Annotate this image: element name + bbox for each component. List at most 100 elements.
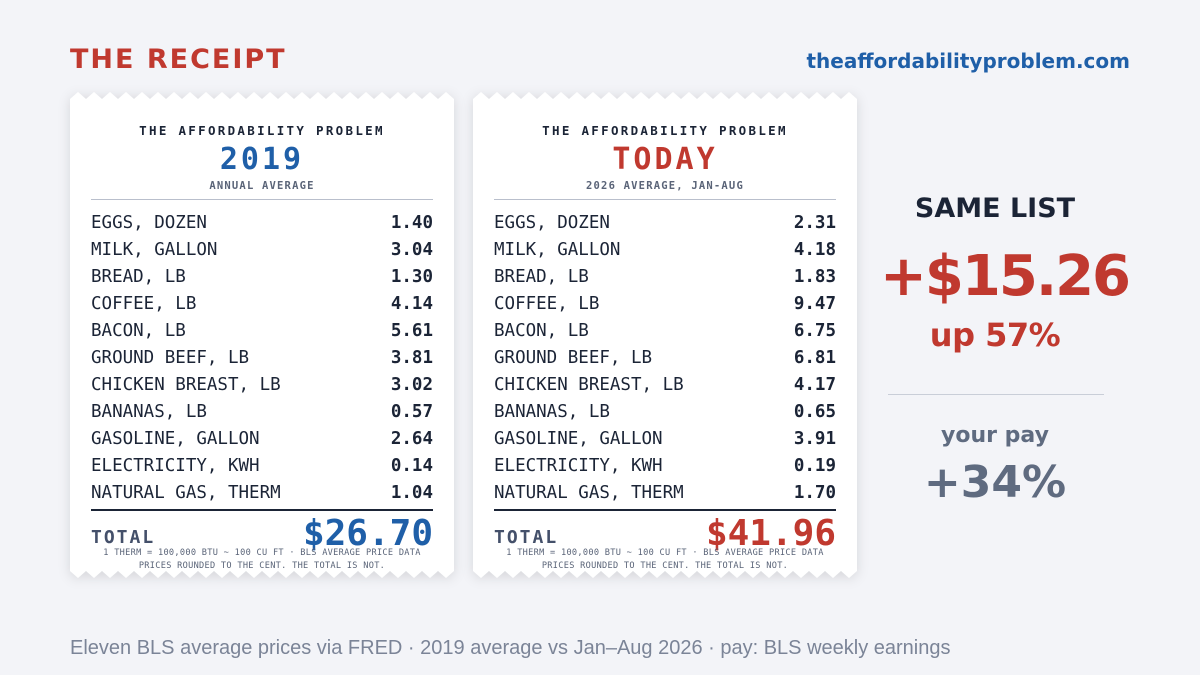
receipt-line-item: EGGS, DOZEN 1.40 xyxy=(91,209,433,236)
receipt-line-item: GASOLINE, GALLON 3.91 xyxy=(494,425,836,452)
item-name: EGGS, DOZEN xyxy=(91,212,207,233)
receipt-line-item: EGGS, DOZEN 2.31 xyxy=(494,209,836,236)
item-name: BREAD, LB xyxy=(91,266,186,287)
receipt-period: 2019 xyxy=(219,142,305,177)
receipt-paper xyxy=(70,92,454,578)
item-price: 9.47 xyxy=(793,293,836,314)
receipt-line-item: BACON, LB 5.61 xyxy=(91,317,433,344)
page-title: THE RECEIPT xyxy=(70,44,287,75)
receipt-line-item: GROUND BEEF, LB 6.81 xyxy=(494,344,836,371)
receipt-line-item: ELECTRICITY, KWH 0.14 xyxy=(91,452,433,479)
item-name: BACON, LB xyxy=(494,320,589,341)
item-price: 4.18 xyxy=(793,239,836,260)
receipt-today: THE AFFORDABILITY PROBLEM TODAY 2026 AVE… xyxy=(473,92,857,578)
item-price: 3.81 xyxy=(390,347,433,368)
receipt-line-item: COFFEE, LB 4.14 xyxy=(91,290,433,317)
receipt-footnote: PRICES ROUNDED TO THE CENT. THE TOTAL IS… xyxy=(541,561,789,571)
item-price: 1.40 xyxy=(390,212,433,233)
pay-value: +34% xyxy=(923,457,1067,508)
item-price: 0.57 xyxy=(390,401,433,422)
item-name: ELECTRICITY, KWH xyxy=(91,455,260,476)
receipt-line-item: CHICKEN BREAST, LB 3.02 xyxy=(91,371,433,398)
item-name: MILK, GALLON xyxy=(91,239,218,260)
item-name: GASOLINE, GALLON xyxy=(494,428,663,449)
receipt-line-item: BANANAS, LB 0.57 xyxy=(91,398,433,425)
item-price: 5.61 xyxy=(390,320,433,341)
site-url: theaffordabilityproblem.com xyxy=(806,49,1131,73)
item-name: NATURAL GAS, THERM xyxy=(494,482,684,503)
item-name: ELECTRICITY, KWH xyxy=(494,455,663,476)
total-label: TOTAL xyxy=(91,527,156,548)
item-name: GASOLINE, GALLON xyxy=(91,428,260,449)
item-price: 3.02 xyxy=(390,374,433,395)
summary-divider xyxy=(888,394,1104,395)
receipt-line-item: NATURAL GAS, THERM 1.04 xyxy=(91,479,433,506)
item-price: 4.14 xyxy=(390,293,433,314)
receipt-line-item: MILK, GALLON 3.04 xyxy=(91,236,433,263)
item-name: CHICKEN BREAST, LB xyxy=(91,374,281,395)
source-footer: Eleven BLS average prices via FRED · 201… xyxy=(70,637,951,659)
item-name: BACON, LB xyxy=(91,320,186,341)
item-name: NATURAL GAS, THERM xyxy=(91,482,281,503)
item-name: EGGS, DOZEN xyxy=(494,212,610,233)
item-name: BANANAS, LB xyxy=(494,401,610,422)
receipt-store-name: THE AFFORDABILITY PROBLEM xyxy=(542,123,788,138)
item-name: GROUND BEEF, LB xyxy=(494,347,653,368)
receipt-items: EGGS, DOZEN 1.40 MILK, GALLON 3.04 BREAD, LB… xyxy=(91,209,433,506)
item-name: GROUND BEEF, LB xyxy=(91,347,250,368)
summary-headline: SAME LIST xyxy=(914,193,1076,224)
item-price: 1.30 xyxy=(390,266,433,287)
receipt-paper xyxy=(473,92,857,578)
receipt-divider xyxy=(494,199,836,200)
total-label: TOTAL xyxy=(494,527,559,548)
receipt-line-item: MILK, GALLON 4.18 xyxy=(494,236,836,263)
receipt-line-item: BACON, LB 6.75 xyxy=(494,317,836,344)
receipt-footnote: PRICES ROUNDED TO THE CENT. THE TOTAL IS… xyxy=(138,561,386,571)
receipt-store-name: THE AFFORDABILITY PROBLEM xyxy=(139,123,385,138)
item-price: 3.91 xyxy=(793,428,836,449)
total-value: $41.96 xyxy=(705,513,836,554)
receipt-paper-shape xyxy=(70,92,454,578)
item-name: CHICKEN BREAST, LB xyxy=(494,374,684,395)
receipt-divider xyxy=(91,199,433,200)
item-price: 0.14 xyxy=(390,455,433,476)
item-price: 2.31 xyxy=(793,212,836,233)
item-name: COFFEE, LB xyxy=(494,293,600,314)
receipt-subtitle: 2026 AVERAGE, JAN-AUG xyxy=(586,180,744,192)
item-price: 0.19 xyxy=(793,455,836,476)
item-name: MILK, GALLON xyxy=(494,239,621,260)
receipt-items: EGGS, DOZEN 2.31 MILK, GALLON 4.18 BREAD, LB… xyxy=(494,209,836,506)
item-name: COFFEE, LB xyxy=(91,293,197,314)
receipt-subtitle: ANNUAL AVERAGE xyxy=(209,180,315,192)
item-name: BREAD, LB xyxy=(494,266,589,287)
pay-label: your pay xyxy=(941,423,1049,448)
receipt-total-row: TOTAL $26.70 xyxy=(91,510,433,554)
item-price: 0.65 xyxy=(793,401,836,422)
receipt-paper-shape xyxy=(473,92,857,578)
receipt-line-item: BREAD, LB 1.30 xyxy=(91,263,433,290)
total-value: $26.70 xyxy=(302,513,433,554)
receipt-footnote: 1 THERM = 100,000 BTU ~ 100 CU FT · BLS … xyxy=(506,548,824,558)
item-price: 3.04 xyxy=(390,239,433,260)
summary-percent: up 57% xyxy=(929,316,1061,354)
receipt-total-row: TOTAL $41.96 xyxy=(494,510,836,554)
receipt-line-item: NATURAL GAS, THERM 1.70 xyxy=(494,479,836,506)
item-price: 1.04 xyxy=(390,482,433,503)
receipt-total-divider xyxy=(494,509,836,511)
item-name: BANANAS, LB xyxy=(91,401,207,422)
item-price: 6.81 xyxy=(793,347,836,368)
receipt-2019: THE AFFORDABILITY PROBLEM 2019 ANNUAL AV… xyxy=(70,92,454,578)
item-price: 2.64 xyxy=(390,428,433,449)
receipt-line-item: COFFEE, LB 9.47 xyxy=(494,290,836,317)
receipt-line-item: BANANAS, LB 0.65 xyxy=(494,398,836,425)
receipt-total-divider xyxy=(91,509,433,511)
receipt-line-item: GASOLINE, GALLON 2.64 xyxy=(91,425,433,452)
receipt-line-item: CHICKEN BREAST, LB 4.17 xyxy=(494,371,836,398)
summary-delta: +$15.26 xyxy=(880,244,1131,309)
item-price: 4.17 xyxy=(793,374,836,395)
receipt-footnote: 1 THERM = 100,000 BTU ~ 100 CU FT · BLS … xyxy=(103,548,421,558)
item-price: 6.75 xyxy=(793,320,836,341)
receipt-line-item: GROUND BEEF, LB 3.81 xyxy=(91,344,433,371)
item-price: 1.83 xyxy=(793,266,836,287)
receipt-line-item: ELECTRICITY, KWH 0.19 xyxy=(494,452,836,479)
